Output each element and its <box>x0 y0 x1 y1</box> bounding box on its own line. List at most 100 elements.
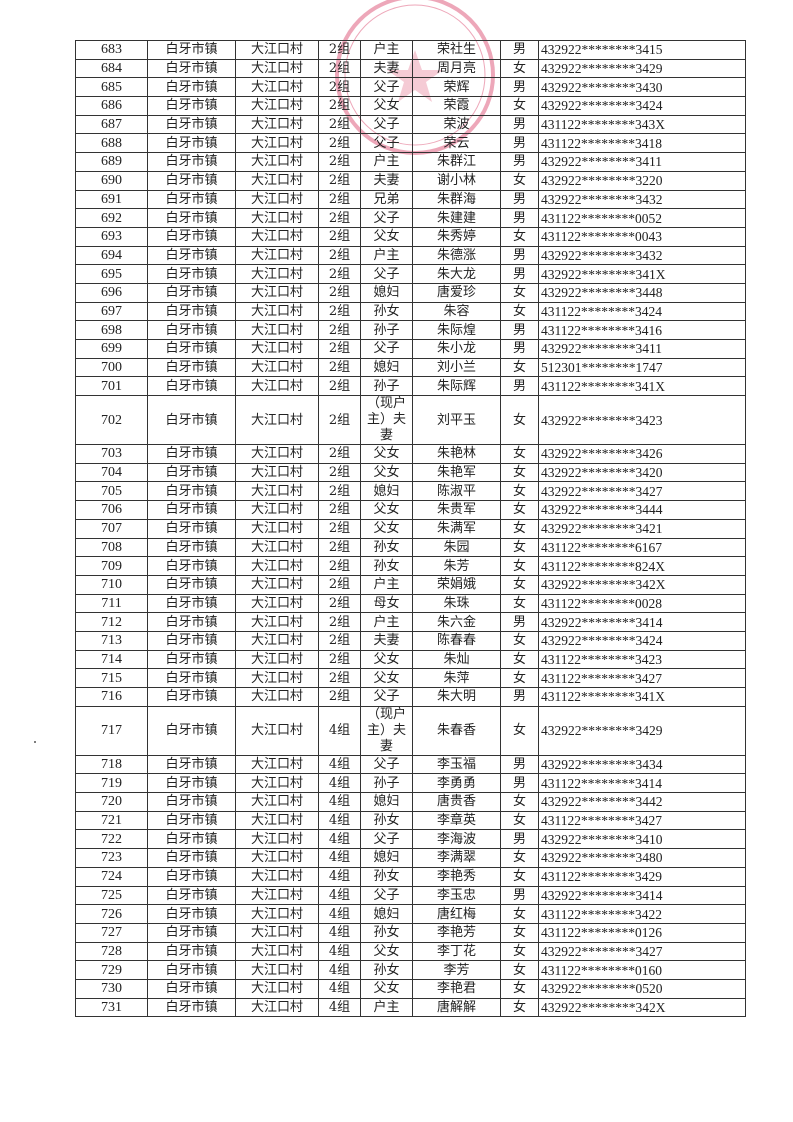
gender-cell: 男 <box>500 829 539 850</box>
name-cell: 朱六金 <box>412 612 501 632</box>
id-number-cell: 431122********824X <box>538 556 746 576</box>
name-cell: 荣波 <box>412 114 501 135</box>
town-cell: 白牙市镇 <box>147 444 236 464</box>
relation-cell: 父子 <box>360 114 413 135</box>
gender-cell: 男 <box>500 339 539 359</box>
id-number-cell: 432922********3429 <box>538 705 746 756</box>
town-cell: 白牙市镇 <box>147 462 236 483</box>
table-row: 689 白牙市镇 大江口村 2组 户主 朱群江男 432922********3411 <box>75 152 746 172</box>
id-number-cell: 431122********3429 <box>538 866 746 887</box>
gender-cell: 男 <box>500 320 539 340</box>
gender-cell: 男 <box>500 264 539 284</box>
town-cell: 白牙市镇 <box>147 810 236 831</box>
group-cell: 2组 <box>318 612 361 632</box>
town-cell: 白牙市镇 <box>147 630 236 651</box>
id-number-cell: 431122********3414 <box>538 773 746 794</box>
village-cell: 大江口村 <box>235 792 319 812</box>
gender-cell: 女 <box>500 301 539 322</box>
village-cell: 大江口村 <box>235 574 319 595</box>
town-cell: 白牙市镇 <box>147 754 236 775</box>
table-row: 711 白牙市镇 大江口村 2组 母女 朱珠女 431122********0028 <box>75 593 746 614</box>
row-number-cell: 707 <box>75 518 148 539</box>
name-cell: 李玉忠 <box>412 885 501 906</box>
gender-cell: 女 <box>500 792 539 812</box>
id-number-cell: 432922********3444 <box>538 500 746 520</box>
gender-cell: 女 <box>500 593 539 614</box>
town-cell: 白牙市镇 <box>147 922 236 943</box>
group-cell: 4组 <box>318 922 361 943</box>
id-number-cell: 432922********3220 <box>538 170 746 191</box>
relation-cell: 媳妇 <box>360 904 413 924</box>
town-cell: 白牙市镇 <box>147 189 236 210</box>
table-row: 729 白牙市镇 大江口村 4组 孙女 李芳女 431122********0160 <box>75 960 746 980</box>
relation-cell: 孙女 <box>360 556 413 576</box>
relation-cell: 母女 <box>360 593 413 614</box>
name-cell: 刘小兰 <box>412 357 501 378</box>
table-row: 721 白牙市镇 大江口村 4组 孙女 李章英女 431122********3427 <box>75 810 746 831</box>
town-cell: 白牙市镇 <box>147 904 236 924</box>
village-cell: 大江口村 <box>235 96 319 116</box>
village-cell: 大江口村 <box>235 810 319 831</box>
group-cell: 2组 <box>318 574 361 595</box>
village-cell: 大江口村 <box>235 960 319 980</box>
town-cell: 白牙市镇 <box>147 320 236 340</box>
gender-cell: 男 <box>500 152 539 172</box>
row-number-cell: 725 <box>75 885 148 906</box>
table-row: 726 白牙市镇 大江口村 4组 媳妇 唐红梅女 431122********3422 <box>75 904 746 924</box>
village-cell: 大江口村 <box>235 754 319 775</box>
gender-cell: 男 <box>500 773 539 794</box>
table-row: 724 白牙市镇 大江口村 4组 孙女 李艳秀女 431122********3429 <box>75 866 746 887</box>
name-cell: 朱灿 <box>412 649 501 670</box>
town-cell: 白牙市镇 <box>147 668 236 688</box>
village-cell: 大江口村 <box>235 282 319 303</box>
id-number-cell: 432922********3420 <box>538 462 746 483</box>
name-cell: 朱群海 <box>412 189 501 210</box>
row-number-cell: 687 <box>75 114 148 135</box>
id-number-cell: 432922********3410 <box>538 829 746 850</box>
name-cell: 朱艳军 <box>412 462 501 483</box>
village-cell: 大江口村 <box>235 301 319 322</box>
relation-cell: 父女 <box>360 462 413 483</box>
relation-cell: 父女 <box>360 978 413 999</box>
relation-cell: 孙女 <box>360 922 413 943</box>
town-cell: 白牙市镇 <box>147 593 236 614</box>
id-number-cell: 432922********3415 <box>538 40 746 60</box>
village-cell: 大江口村 <box>235 152 319 172</box>
relation-cell: 孙子 <box>360 320 413 340</box>
id-number-cell: 432922********3423 <box>538 395 746 446</box>
relation-cell: 夫妻 <box>360 630 413 651</box>
row-number-cell: 718 <box>75 754 148 775</box>
id-number-cell: 432922********3421 <box>538 518 746 539</box>
table-row: 714 白牙市镇 大江口村 2组 父女 朱灿女 431122********3423 <box>75 649 746 670</box>
relation-cell: 父女 <box>360 444 413 464</box>
row-number-cell: 696 <box>75 282 148 303</box>
town-cell: 白牙市镇 <box>147 537 236 558</box>
id-number-cell: 432922********3427 <box>538 941 746 962</box>
village-cell: 大江口村 <box>235 320 319 340</box>
town-cell: 白牙市镇 <box>147 264 236 284</box>
village-cell: 大江口村 <box>235 395 319 446</box>
relation-cell: 孙女 <box>360 537 413 558</box>
relation-cell: 孙子 <box>360 773 413 794</box>
town-cell: 白牙市镇 <box>147 301 236 322</box>
name-cell: 朱秀婷 <box>412 226 501 247</box>
group-cell: 2组 <box>318 77 361 98</box>
village-cell: 大江口村 <box>235 649 319 670</box>
table-row: 699 白牙市镇 大江口村 2组 父子 朱小龙男 432922********3411 <box>75 339 746 359</box>
relation-cell: 孙子 <box>360 376 413 397</box>
row-number-cell: 697 <box>75 301 148 322</box>
gender-cell: 男 <box>500 133 539 154</box>
name-cell: 朱建建 <box>412 208 501 228</box>
village-cell: 大江口村 <box>235 114 319 135</box>
gender-cell: 女 <box>500 96 539 116</box>
table-row: 727 白牙市镇 大江口村 4组 孙女 李艳芳女 431122********0126 <box>75 922 746 943</box>
gender-cell: 女 <box>500 226 539 247</box>
table-row: 688 白牙市镇 大江口村 2组 父子 荣云男 431122********3418 <box>75 133 746 154</box>
town-cell: 白牙市镇 <box>147 518 236 539</box>
group-cell: 2组 <box>318 376 361 397</box>
row-number-cell: 703 <box>75 444 148 464</box>
group-cell: 2组 <box>318 245 361 266</box>
gender-cell: 女 <box>500 630 539 651</box>
gender-cell: 男 <box>500 612 539 632</box>
gender-cell: 男 <box>500 114 539 135</box>
